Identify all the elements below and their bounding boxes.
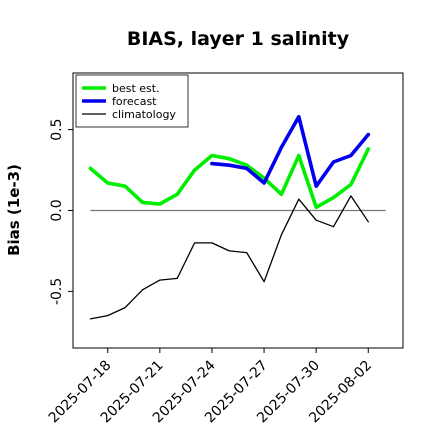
y-tick-label: -0.5 (49, 278, 65, 305)
y-tick-label: 0.0 (49, 199, 65, 221)
legend-label: forecast (112, 95, 157, 108)
series-line-forecast (210, 114, 371, 188)
series-line-best-est (88, 147, 371, 210)
series-line-climatology (89, 195, 369, 320)
legend-label: best est. (112, 82, 160, 95)
y-axis-label: Bias (1e-3) (5, 164, 23, 256)
y-tick-label: 0.5 (49, 118, 65, 140)
chart-title: BIAS, layer 1 salinity (127, 28, 350, 50)
legend-label: climatology (112, 108, 176, 121)
